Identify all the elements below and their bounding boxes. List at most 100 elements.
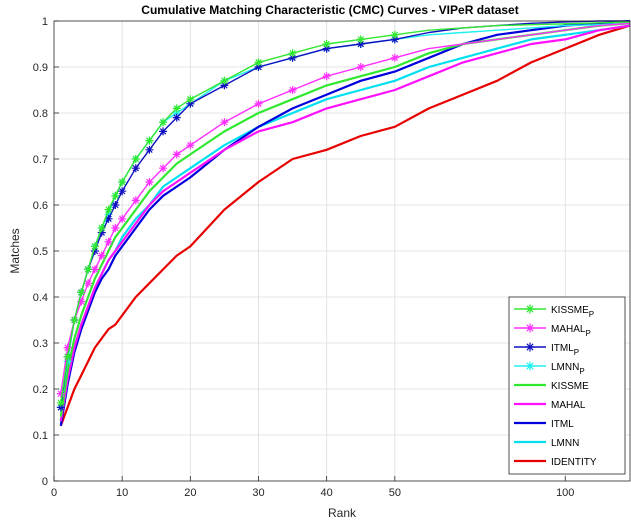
x-tick-label: 50: [389, 487, 401, 499]
data-point-marker: [186, 99, 195, 108]
data-point-marker: [90, 242, 99, 251]
y-tick-label: 0: [42, 476, 48, 488]
legend-label: IDENTITY: [551, 457, 597, 468]
data-point-marker: [172, 150, 181, 159]
legend: KISSMEPMAHALPITMLPLMNNPKISSMEMAHALITMLLM…: [508, 296, 626, 475]
x-tick-label: 10: [116, 487, 128, 499]
data-point-marker: [97, 251, 106, 260]
chart-title: Cumulative Matching Characteristic (CMC)…: [141, 3, 518, 17]
data-point-marker: [145, 145, 154, 154]
data-point-marker: [131, 155, 140, 163]
data-point-marker: [111, 201, 120, 209]
legend-entry: ITML: [514, 419, 574, 430]
data-point-marker: [220, 81, 229, 90]
y-tick-label: 0.9: [33, 62, 48, 74]
data-point-marker: [288, 86, 297, 94]
data-point-marker: [322, 40, 331, 48]
legend-label: KISSME: [551, 381, 589, 392]
legend-label: ITML: [551, 419, 574, 430]
data-point-marker: [159, 164, 168, 173]
legend-label: KISSMEP: [551, 305, 594, 319]
data-point-marker: [254, 99, 263, 108]
y-tick-label: 1: [42, 16, 48, 28]
data-point-marker: [390, 30, 399, 39]
data-point-marker: [97, 228, 106, 237]
data-point-marker: [77, 297, 86, 306]
legend-subscript: P: [585, 329, 590, 338]
series-mahal: [59, 24, 631, 422]
legend-subscript: P: [579, 367, 584, 376]
legend-subscript: P: [574, 348, 579, 357]
y-tick-label: 0.7: [33, 154, 48, 166]
legend-entry: ITMLP: [514, 342, 579, 357]
data-point-marker: [172, 113, 181, 122]
data-point-marker: [84, 265, 93, 274]
data-point-marker: [322, 72, 331, 81]
data-point-marker: [172, 109, 181, 117]
data-point-marker: [145, 136, 154, 145]
data-point-marker: [172, 104, 181, 113]
legend-label: MAHAL: [551, 400, 586, 411]
data-point-marker: [90, 247, 99, 255]
data-point-marker: [390, 35, 399, 44]
data-point-marker: [356, 35, 365, 44]
data-point-marker: [288, 53, 297, 62]
y-tick-label: 0.1: [33, 430, 48, 442]
data-point-marker: [254, 63, 263, 71]
data-point-marker: [111, 224, 120, 232]
data-point-marker: [288, 49, 297, 58]
y-axis-label: Matches: [8, 228, 22, 273]
y-tick-label: 0.5: [33, 246, 48, 258]
series-line: [60, 21, 631, 403]
legend-label: ITMLP: [551, 343, 579, 357]
legend-entry: KISSME: [514, 381, 589, 392]
data-point-marker: [220, 76, 229, 85]
y-tick-label: 0.3: [33, 338, 48, 350]
series-line: [59, 24, 631, 427]
data-point-marker: [254, 58, 263, 67]
data-point-marker: [525, 323, 535, 333]
y-tick-label: 0.2: [33, 384, 48, 396]
x-tick-label: 100: [556, 487, 574, 499]
data-point-marker: [63, 352, 72, 361]
series-line: [60, 22, 631, 394]
data-point-marker: [390, 53, 399, 62]
data-point-marker: [159, 118, 168, 127]
data-point-marker: [104, 210, 113, 219]
y-tick-label: 0.4: [33, 292, 48, 304]
data-point-marker: [186, 95, 195, 104]
data-point-marker: [104, 237, 113, 246]
data-point-marker: [525, 304, 535, 314]
x-tick-label: 0: [51, 487, 57, 499]
data-point-marker: [90, 265, 99, 274]
data-point-marker: [356, 63, 365, 71]
data-point-marker: [104, 205, 113, 214]
legend-entry: LMNNP: [514, 361, 585, 376]
data-point-marker: [70, 316, 79, 324]
data-point-marker: [56, 398, 65, 407]
legend-entry: KISSMEP: [514, 304, 594, 319]
series-identity: [59, 24, 631, 427]
series-line: [59, 19, 631, 426]
series-kissme-p: [56, 21, 631, 407]
legend-entry: IDENTITY: [514, 457, 597, 468]
y-tick-label: 0.6: [33, 200, 48, 212]
x-axis-label: Rank: [328, 506, 357, 520]
series-mahal-p: [56, 22, 631, 398]
series-line: [59, 24, 631, 422]
legend-entry: LMNN: [514, 438, 579, 449]
data-point-marker: [77, 288, 86, 297]
y-tick-label: 0.8: [33, 108, 48, 120]
data-point-marker: [220, 118, 229, 127]
data-point-marker: [97, 224, 106, 232]
legend-entry: MAHALP: [514, 323, 591, 338]
legend-label: LMNN: [551, 438, 579, 449]
data-point-marker: [56, 403, 65, 412]
data-point-marker: [145, 178, 154, 186]
data-point-marker: [131, 196, 140, 205]
data-point-marker: [118, 187, 127, 196]
data-point-marker: [63, 343, 72, 352]
legend-label: MAHALP: [551, 324, 591, 338]
data-point-marker: [322, 44, 331, 53]
